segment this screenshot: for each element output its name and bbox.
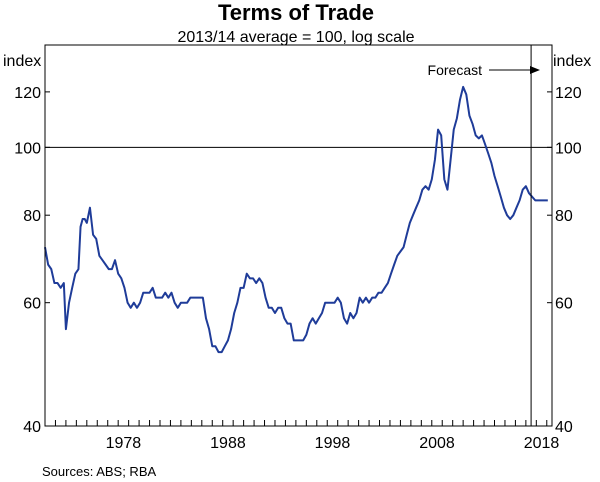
- forecast-marker: Forecast: [428, 45, 540, 426]
- y-tick-label-right-100: 100: [555, 140, 582, 157]
- source-note: Sources: ABS; RBA: [42, 464, 156, 479]
- x-ticks: 1978 1988 1998 2008 2018: [44, 420, 560, 452]
- x-tick-label-2008: 2008: [419, 435, 455, 452]
- y-axis-unit-right: index: [553, 53, 591, 70]
- y-tick-label-left-100: 100: [14, 140, 41, 157]
- y-ticks-left: 40 60 80 100 120: [14, 85, 50, 436]
- y-tick-label-right-80: 80: [555, 208, 573, 225]
- y-tick-label-left-60: 60: [23, 296, 41, 313]
- forecast-label: Forecast: [428, 62, 483, 78]
- plot-frame: [44, 44, 553, 427]
- y-axis-unit-left: index: [3, 53, 41, 70]
- y-tick-label-left-80: 80: [23, 208, 41, 225]
- y-tick-label-right-60: 60: [555, 296, 573, 313]
- y-tick-label-right-40: 40: [555, 419, 573, 436]
- x-tick-label-2018: 2018: [524, 435, 560, 452]
- chart-subtitle: 2013/14 average = 100, log scale: [177, 29, 414, 46]
- y-ticks-right: 40 60 80 100 120: [547, 85, 582, 436]
- y-tick-label-right-120: 120: [555, 85, 582, 102]
- series-group: [44, 85, 548, 354]
- x-tick-label-1978: 1978: [106, 435, 142, 452]
- y-tick-label-left-40: 40: [23, 419, 41, 436]
- y-tick-label-left-120: 120: [14, 85, 41, 102]
- series-line-1: [44, 85, 548, 354]
- x-tick-label-1988: 1988: [210, 435, 246, 452]
- forecast-arrow-head: [530, 66, 540, 74]
- chart-title: Terms of Trade: [218, 0, 374, 25]
- x-tick-label-1998: 1998: [315, 435, 351, 452]
